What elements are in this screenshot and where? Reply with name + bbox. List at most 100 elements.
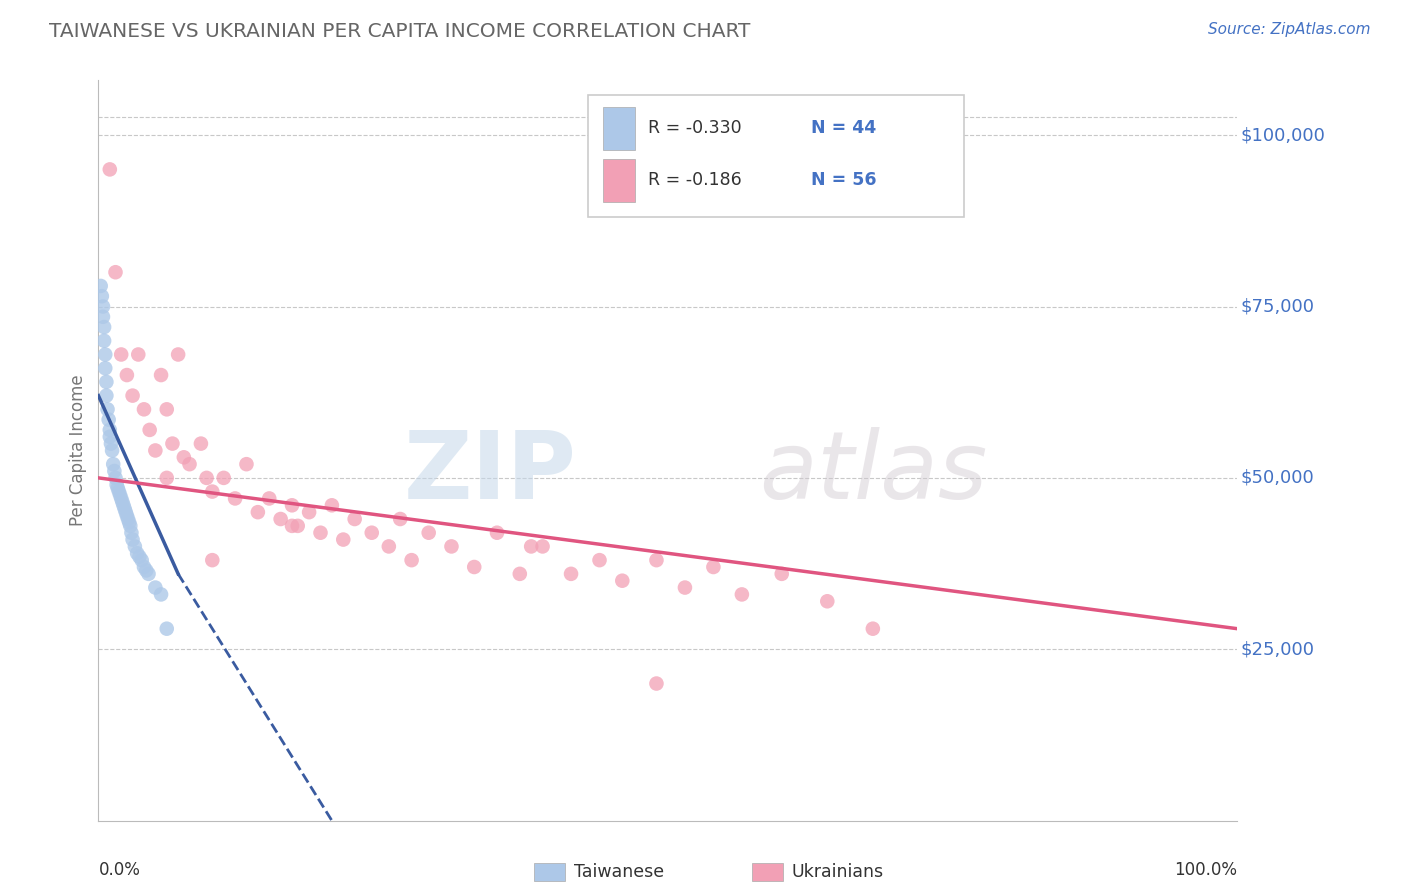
- Point: [138, 423, 160, 437]
- Point: [90, 279, 112, 293]
- Point: [108, 484, 131, 499]
- Text: Ukrainians: Ukrainians: [792, 863, 884, 881]
- Point: [127, 347, 149, 361]
- Point: [98, 430, 121, 444]
- Point: [190, 436, 212, 450]
- Text: TAIWANESE VS UKRAINIAN PER CAPITA INCOME CORRELATION CHART: TAIWANESE VS UKRAINIAN PER CAPITA INCOME…: [49, 22, 751, 41]
- Point: [179, 457, 201, 471]
- Point: [105, 477, 128, 491]
- Point: [815, 594, 838, 608]
- Point: [224, 491, 246, 506]
- Point: [378, 540, 401, 554]
- FancyBboxPatch shape: [588, 95, 965, 218]
- Point: [108, 488, 131, 502]
- Point: [91, 300, 114, 314]
- Point: [463, 560, 485, 574]
- Point: [150, 368, 173, 382]
- Point: [156, 471, 179, 485]
- Point: [287, 519, 309, 533]
- Text: $50,000: $50,000: [1240, 469, 1315, 487]
- Point: [98, 162, 121, 177]
- Point: [111, 495, 134, 509]
- Text: 0.0%: 0.0%: [98, 862, 141, 880]
- Point: [132, 560, 155, 574]
- Point: [520, 540, 543, 554]
- Bar: [603, 107, 636, 150]
- Point: [131, 553, 153, 567]
- Point: [110, 347, 132, 361]
- Point: [132, 402, 155, 417]
- Point: [138, 566, 160, 581]
- Point: [94, 347, 117, 361]
- Point: [94, 361, 117, 376]
- Point: [121, 533, 143, 547]
- Point: [309, 525, 332, 540]
- Point: [112, 498, 135, 512]
- Point: [103, 464, 125, 478]
- Point: [120, 519, 142, 533]
- Point: [98, 423, 121, 437]
- Point: [645, 676, 668, 690]
- Point: [862, 622, 884, 636]
- Point: [100, 436, 122, 450]
- Point: [97, 412, 120, 426]
- Text: R = -0.186: R = -0.186: [648, 171, 742, 189]
- Point: [117, 512, 139, 526]
- Point: [128, 549, 150, 564]
- Point: [298, 505, 321, 519]
- Point: [110, 491, 132, 506]
- Point: [281, 498, 304, 512]
- Point: [145, 581, 167, 595]
- Text: $75,000: $75,000: [1240, 298, 1315, 316]
- Point: [673, 581, 696, 595]
- Point: [156, 622, 179, 636]
- Point: [195, 471, 218, 485]
- Y-axis label: Per Capita Income: Per Capita Income: [69, 375, 87, 526]
- Point: [201, 553, 224, 567]
- Text: $100,000: $100,000: [1240, 126, 1326, 145]
- Point: [124, 540, 146, 554]
- Point: [246, 505, 269, 519]
- Point: [167, 347, 190, 361]
- Point: [235, 457, 257, 471]
- Point: [360, 525, 382, 540]
- Text: N = 44: N = 44: [811, 120, 876, 137]
- Point: [389, 512, 412, 526]
- Point: [114, 501, 136, 516]
- Text: ZIP: ZIP: [404, 426, 576, 518]
- Text: 100.0%: 100.0%: [1174, 862, 1237, 880]
- Point: [270, 512, 292, 526]
- Point: [118, 516, 141, 530]
- Point: [509, 566, 531, 581]
- Point: [96, 375, 118, 389]
- Point: [731, 587, 754, 601]
- Point: [440, 540, 463, 554]
- Point: [321, 498, 343, 512]
- Point: [115, 508, 138, 523]
- Point: [612, 574, 634, 588]
- Point: [96, 402, 118, 417]
- Point: [114, 505, 136, 519]
- Text: $25,000: $25,000: [1240, 640, 1315, 658]
- Point: [135, 563, 157, 577]
- Point: [150, 587, 173, 601]
- Point: [560, 566, 582, 581]
- Text: Source: ZipAtlas.com: Source: ZipAtlas.com: [1208, 22, 1371, 37]
- Point: [531, 540, 554, 554]
- Text: atlas: atlas: [759, 427, 987, 518]
- Text: R = -0.330: R = -0.330: [648, 120, 742, 137]
- Text: N = 56: N = 56: [811, 171, 877, 189]
- Point: [645, 553, 668, 567]
- Point: [332, 533, 354, 547]
- Point: [91, 310, 114, 324]
- Point: [103, 457, 125, 471]
- Point: [418, 525, 440, 540]
- Point: [93, 334, 115, 348]
- Point: [281, 519, 304, 533]
- Point: [101, 443, 124, 458]
- Point: [93, 320, 115, 334]
- Point: [702, 560, 724, 574]
- Point: [127, 546, 149, 560]
- Point: [120, 525, 142, 540]
- Point: [145, 443, 167, 458]
